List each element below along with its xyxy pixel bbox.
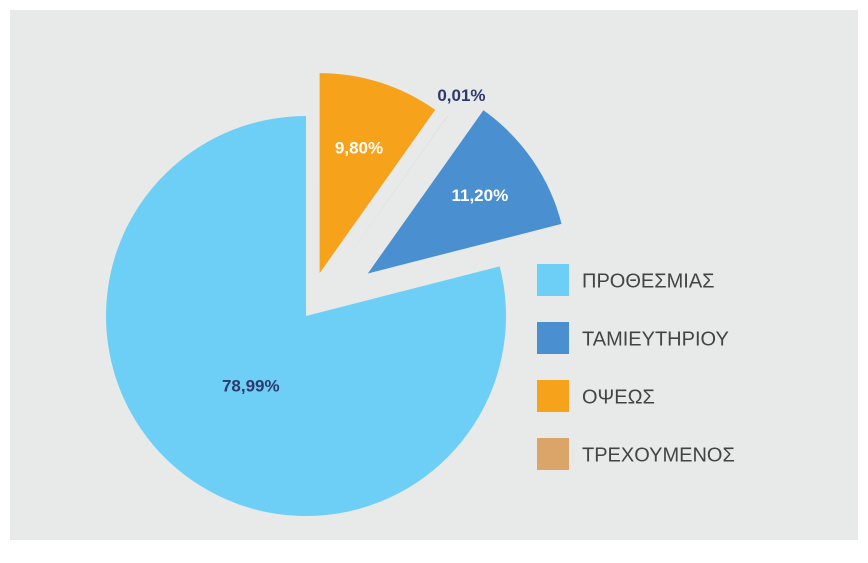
legend-swatch bbox=[537, 438, 569, 470]
legend-swatch bbox=[537, 380, 569, 412]
pie-slice bbox=[319, 73, 436, 274]
legend-label: ΤΡΕΧΟΥΜΕΝΟΣ bbox=[582, 444, 735, 466]
pie-slice bbox=[332, 116, 448, 280]
data-label: 11,20% bbox=[451, 186, 508, 205]
legend-label: ΤΑΜΙΕΥΤΗΡΙΟΥ bbox=[582, 328, 729, 350]
legend-swatch bbox=[537, 322, 569, 354]
pie-slice bbox=[367, 110, 562, 274]
data-label: 78,99% bbox=[222, 377, 280, 396]
legend-label: ΠΡΟΘΕΣΜΙΑΣ bbox=[582, 270, 715, 292]
legend-label: ΟΨΕΩΣ bbox=[582, 386, 655, 408]
data-label: 9,80% bbox=[335, 139, 383, 158]
pie-slice bbox=[105, 116, 506, 516]
legend-swatch bbox=[537, 264, 569, 296]
data-label: 0,01% bbox=[437, 86, 485, 105]
